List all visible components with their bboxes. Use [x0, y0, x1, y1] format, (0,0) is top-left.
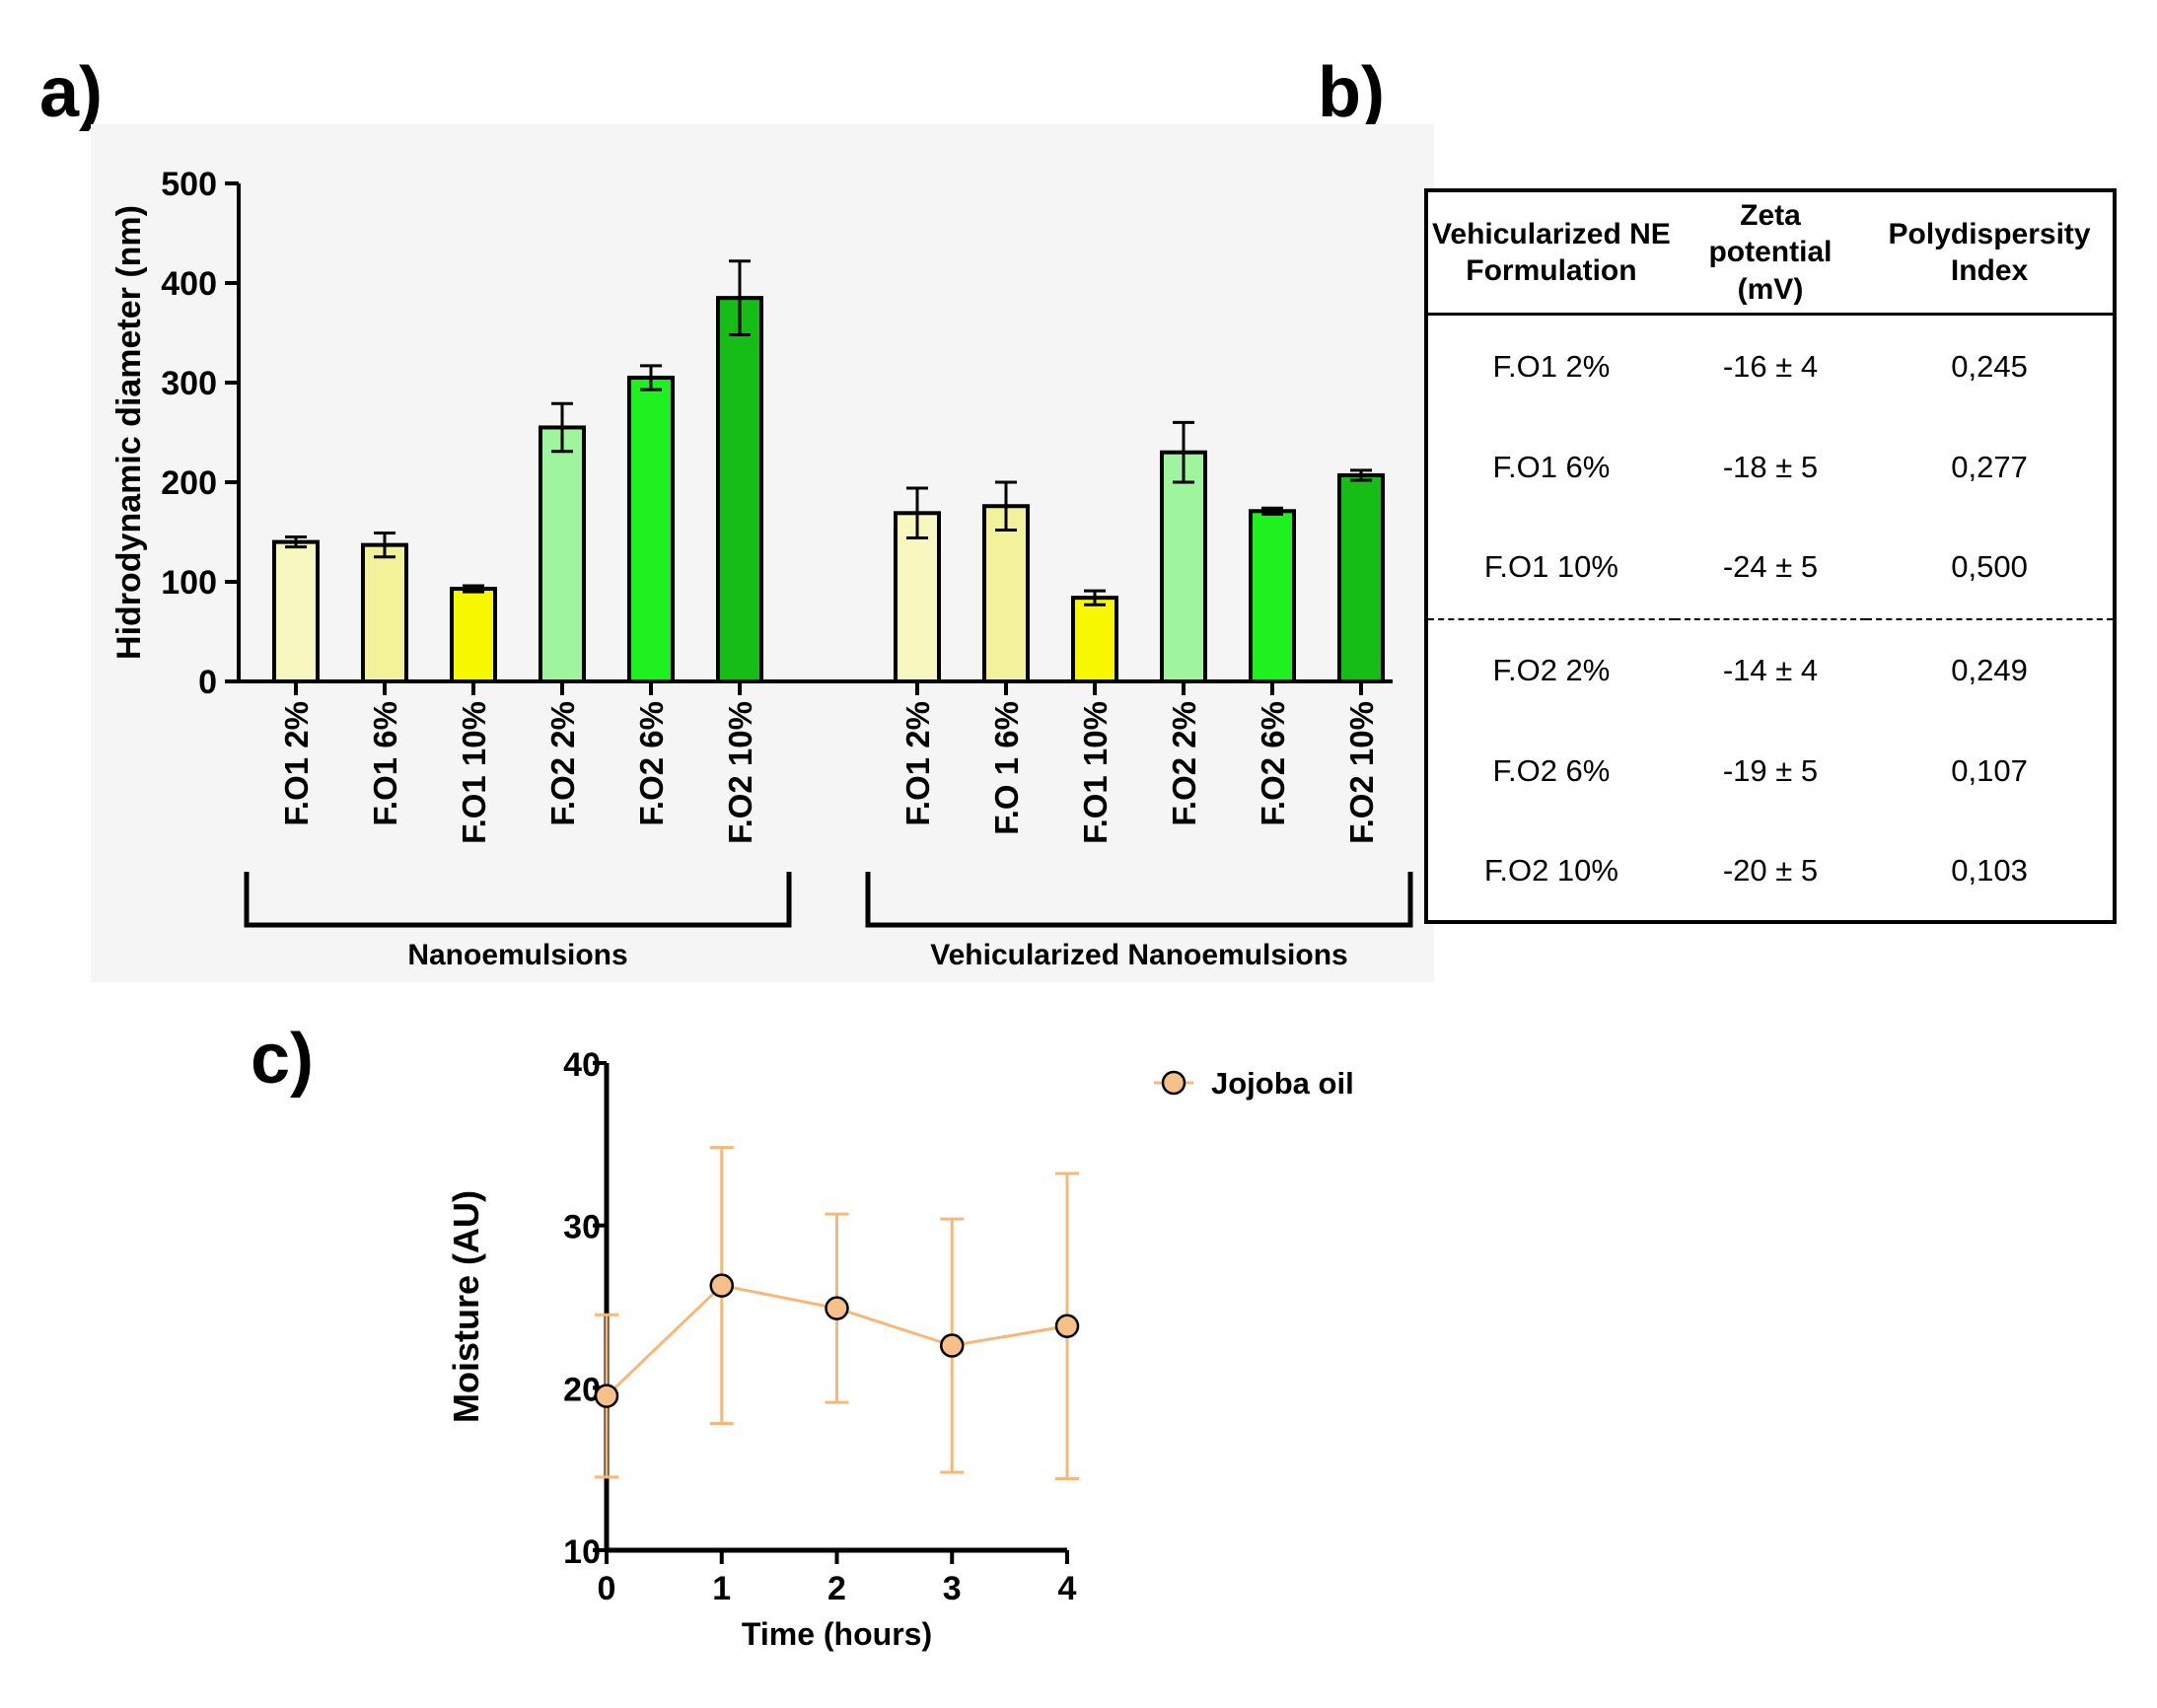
group-label: Vehicularized Nanoemulsions	[930, 939, 1347, 971]
y-tick-label: 0	[198, 664, 217, 701]
table-row: F.O2 6% -19 ± 5 0,107	[1428, 721, 2113, 820]
data-point	[594, 1384, 619, 1408]
y-tick-label: 500	[161, 166, 217, 203]
bar	[716, 296, 763, 683]
y-tick-label: 20	[563, 1371, 601, 1408]
table-row: F.O2 10% -20 ± 5 0,103	[1428, 820, 2113, 920]
bar	[627, 375, 675, 683]
y-tick-label: 10	[563, 1533, 601, 1571]
y-tick-label: 30	[563, 1209, 601, 1246]
panel-c-label: c)	[251, 1020, 315, 1099]
x-axis-label: Time (hours)	[742, 1616, 932, 1652]
table-cell-formulation: F.O2 2%	[1428, 617, 1675, 722]
table-cell-pdi: 0,103	[1951, 852, 2028, 888]
x-tick-label: F.O1 10%	[1077, 701, 1114, 844]
table-header-pdi: Polydispersity Index	[1866, 192, 2113, 316]
table-cell-pdi: 0,500	[1951, 549, 2028, 585]
x-tick-label: F.O2 6%	[1255, 701, 1291, 826]
bar-chart-panel: 0 100 200 300 400 500 Hidrodynamic diameter (n…	[91, 124, 1434, 982]
x-tick-label: F.O 1 6%	[988, 701, 1025, 835]
x-tick-label: F.O2 2%	[544, 701, 581, 826]
table-cell-pdi: 0,107	[1951, 752, 2028, 788]
x-tick-label: F.O1 2%	[899, 701, 936, 826]
legend-label: Jojoba oil	[1211, 1066, 1354, 1101]
moisture-chart-panel: 10 20 30 40 0 1 2 3 4 Time (hours) Moisture (AU) Jo…	[414, 1035, 1401, 1686]
bar-chart: 0 100 200 300 400 500 Hidrodynamic diameter (n…	[110, 166, 1413, 971]
bar	[982, 504, 1030, 683]
table-cell-formulation: F.O2 10%	[1483, 852, 1618, 888]
bar	[1249, 509, 1296, 684]
x-tick-label: F.O2 2%	[1166, 701, 1202, 826]
table-header-zeta: Zeta potential (mV)	[1674, 192, 1867, 316]
x-tick-label: F.O2 10%	[1343, 701, 1380, 844]
x-tick-label: 1	[712, 1570, 731, 1607]
x-tick-label: F.O1 10%	[456, 701, 492, 844]
data-point	[825, 1296, 849, 1320]
x-tick-label: 3	[943, 1570, 962, 1607]
data-point	[940, 1333, 965, 1358]
y-tick-label: 40	[563, 1046, 601, 1084]
table-cell-formulation: F.O2 6%	[1492, 752, 1611, 788]
table-cell-formulation: F.O1 6%	[1492, 449, 1611, 484]
x-tick-label: 2	[827, 1570, 846, 1607]
table-row: F.O2 2% -14 ± 4 0,249	[1428, 617, 2113, 722]
bar	[539, 425, 586, 683]
y-tick-label: 400	[161, 265, 217, 303]
legend-marker	[1161, 1070, 1186, 1096]
x-tick-label: 0	[598, 1570, 616, 1607]
line-chart: 10 20 30 40 0 1 2 3 4 Time (hours) Moisture (AU) Jo…	[446, 1046, 1354, 1652]
table-row: F.O1 2% -16 ± 4 0,245	[1428, 315, 2113, 418]
group-bracket	[865, 872, 1413, 928]
y-tick-label: 200	[161, 464, 217, 502]
table-cell-formulation: F.O1 2%	[1492, 348, 1611, 384]
x-tick-label: F.O2 6%	[633, 701, 670, 826]
x-tick-label: F.O2 10%	[722, 701, 758, 844]
table-cell-zeta: -14 ± 4	[1674, 617, 1867, 722]
data-point	[1054, 1314, 1080, 1339]
table-row: F.O1 6% -18 ± 5 0,277	[1428, 417, 2113, 517]
x-tick-label: F.O1 2%	[278, 701, 315, 826]
formulation-table: Vehicularized NE Formulation Zeta potent…	[1424, 188, 2117, 924]
bar	[1337, 472, 1385, 683]
x-tick-label: 4	[1058, 1570, 1077, 1607]
formulation-table-grid: Vehicularized NE Formulation Zeta potent…	[1428, 192, 2113, 920]
bar	[361, 542, 408, 683]
table-header-formulation: Vehicularized NE Formulation	[1428, 192, 1675, 316]
y-axis-label: Moisture (AU)	[446, 1190, 486, 1423]
bar	[1071, 596, 1118, 683]
y-tick-label: 300	[161, 365, 217, 402]
table-cell-formulation: F.O1 10%	[1483, 549, 1618, 585]
table-cell-zeta: -16 ± 4	[1722, 348, 1819, 384]
panel-a-label: a)	[39, 53, 104, 132]
table-cell-zeta: -19 ± 5	[1722, 752, 1819, 788]
table-row: F.O1 10% -24 ± 5 0,500	[1428, 517, 2113, 619]
data-point	[709, 1273, 734, 1298]
group-bracket	[244, 872, 792, 928]
bar	[272, 539, 320, 683]
x-tick-label: F.O1 6%	[367, 701, 403, 826]
table-cell-zeta: -20 ± 5	[1722, 852, 1819, 888]
group-label: Nanoemulsions	[407, 939, 627, 971]
table-cell-zeta: -18 ± 5	[1722, 449, 1819, 484]
bar	[450, 587, 497, 684]
panel-b-label: b)	[1318, 53, 1385, 132]
table-cell-pdi: 0,249	[1866, 617, 2113, 722]
table-cell-pdi: 0,277	[1951, 449, 2028, 484]
y-axis-label: Hidrodynamic diameter (nm)	[110, 205, 148, 660]
table-cell-zeta: -24 ± 5	[1722, 549, 1819, 585]
y-tick-label: 100	[161, 564, 217, 602]
bar	[1160, 450, 1207, 684]
table-cell-pdi: 0,245	[1951, 348, 2028, 384]
table-header-row: Vehicularized NE Formulation Zeta potent…	[1428, 192, 2113, 316]
